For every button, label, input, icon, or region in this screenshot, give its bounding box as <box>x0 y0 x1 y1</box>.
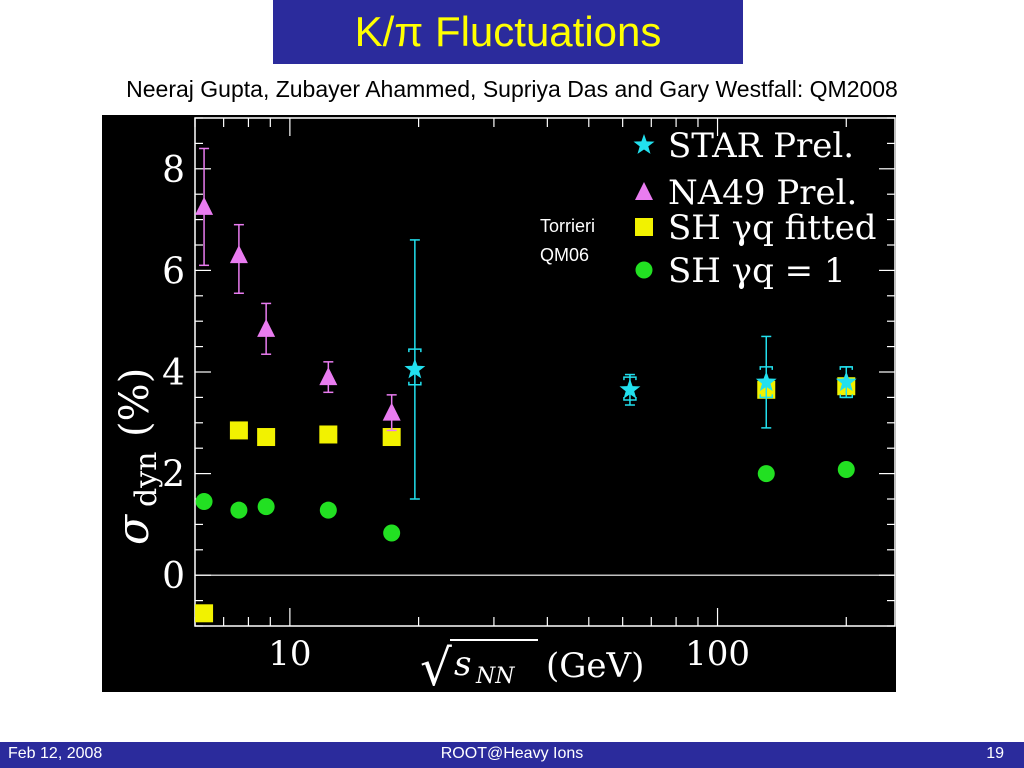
systematic-bracket <box>839 366 854 399</box>
footer-date: Feb 12, 2008 <box>8 745 103 762</box>
legend-marker-square <box>635 218 653 236</box>
axes-layer: 0 2 4 6 8 10 100 <box>162 117 895 674</box>
data-point-circle <box>195 493 213 511</box>
data-point-circle <box>837 461 855 479</box>
data-point-square <box>195 604 214 623</box>
authors-line: Neeraj Gupta, Zubayer Ahammed, Supriya D… <box>126 76 898 102</box>
y-axis-label: σ dyn (%) <box>108 368 164 545</box>
data-point-circle <box>257 498 275 516</box>
data-point-star <box>835 371 857 392</box>
legend-label: SH γq = 1 <box>668 251 846 291</box>
data-point-square <box>382 428 401 447</box>
y-label-sigma: σ <box>108 513 159 545</box>
systematic-bracket <box>408 348 422 386</box>
footer-center-text: ROOT@Heavy Ions <box>440 745 584 762</box>
data-point-triangle <box>229 245 248 264</box>
torrieri-annotation-line2: QM06 <box>540 245 589 265</box>
slide-title: K/π Fluctuations <box>354 8 662 55</box>
data-point-circle <box>230 501 248 519</box>
data-point-circle <box>383 524 401 542</box>
data-point-star <box>404 358 426 379</box>
legend-label: STAR Prel. <box>668 126 854 166</box>
data-layer <box>195 147 857 623</box>
torrieri-annotation-line1: Torrieri <box>540 216 595 236</box>
x-label-s: s <box>454 644 471 684</box>
chart-panel: 0 2 4 6 8 10 100 STAR Prel. NA49 Prel. SH γq fit… <box>102 115 896 692</box>
data-point-triangle <box>257 318 276 337</box>
y-label-subscript: dyn <box>129 452 164 507</box>
y-tick-label: 8 <box>162 150 185 191</box>
x-axis-label: √ s NN (GeV) <box>420 639 644 692</box>
data-point-triangle <box>319 367 338 386</box>
y-tick-label: 4 <box>162 353 185 394</box>
data-point-square <box>229 421 248 440</box>
legend-marker-triangle <box>635 182 653 200</box>
slide-title-box: K/π Fluctuations <box>273 0 743 64</box>
data-point-star <box>755 371 777 392</box>
data-point-triangle <box>382 402 401 421</box>
legend-label: SH γq fitted <box>668 208 877 248</box>
legend-label: NA49 Prel. <box>668 173 857 213</box>
data-point-circle <box>757 465 775 483</box>
legend-marker-circle <box>635 261 653 279</box>
data-point-triangle <box>195 196 214 215</box>
slide-footer: Feb 12, 2008 ROOT@Heavy Ions 19 <box>0 742 1024 768</box>
systematic-bracket <box>623 376 637 401</box>
y-tick-label: 6 <box>162 251 185 292</box>
x-label-unit: (GeV) <box>546 646 644 686</box>
data-point-star <box>619 378 641 399</box>
x-label-radical: √ <box>420 639 452 692</box>
data-point-square <box>257 428 276 447</box>
footer-page-number: 19 <box>986 745 1004 762</box>
chart-svg: 0 2 4 6 8 10 100 STAR Prel. NA49 Prel.SH γq fit… <box>108 117 896 692</box>
x-tick-label: 100 <box>685 634 750 674</box>
legend-marker-star <box>633 134 655 154</box>
data-point-square <box>319 425 338 444</box>
data-point-circle <box>319 501 337 519</box>
x-label-subscript: NN <box>475 664 515 689</box>
y-tick-label: 2 <box>162 455 185 496</box>
x-tick-label: 10 <box>268 634 311 674</box>
systematic-bracket <box>759 366 774 399</box>
y-label-unit: (%) <box>112 368 158 437</box>
y-tick-label: 0 <box>162 556 185 597</box>
